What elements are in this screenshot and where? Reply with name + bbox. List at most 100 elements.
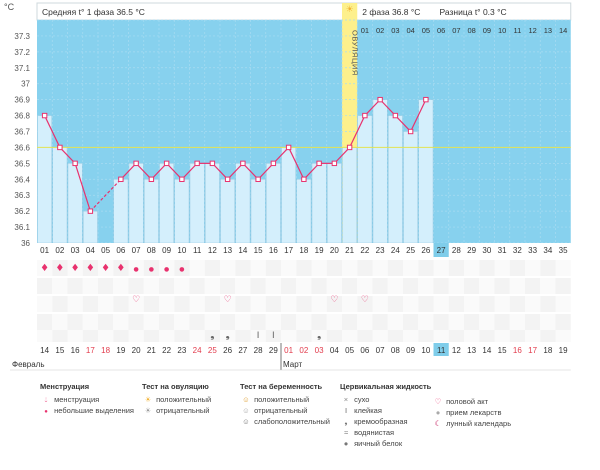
date-label: 28	[254, 346, 263, 355]
y-tick-label: 36.4	[14, 175, 30, 184]
cycle-day-label: 15	[254, 246, 263, 255]
symbol-cell	[281, 296, 297, 312]
temperature-point	[316, 160, 322, 167]
symbol-cell	[82, 278, 98, 294]
symbol-cell	[433, 330, 449, 342]
symbol-cell	[479, 278, 495, 294]
temperature-point	[194, 160, 200, 167]
temperature-diff-label: Разница t° 0.3 °C	[440, 7, 507, 17]
symbol-cell	[143, 314, 159, 330]
y-tick-label: 37.3	[14, 32, 30, 41]
symbol-cell	[448, 260, 464, 276]
temperature-point	[179, 176, 185, 182]
date-label: 08	[391, 346, 400, 355]
phase2-day-label: 14	[559, 26, 567, 35]
symbol-cell	[464, 296, 480, 312]
current-date-highlight	[433, 343, 449, 356]
y-tick-label: 37	[21, 80, 30, 89]
symbol-cell	[143, 260, 159, 276]
temperature-point	[331, 160, 338, 167]
sticky-icon: I	[344, 406, 348, 415]
temperature-bar	[327, 163, 342, 244]
symbol-cell	[189, 330, 205, 342]
symbol-cell	[250, 278, 266, 294]
temperature-point	[87, 208, 94, 214]
symbol-cell	[159, 260, 175, 276]
cycle-day-label: 18	[299, 246, 308, 255]
symbol-cell	[311, 314, 327, 330]
symbol-cell	[540, 278, 556, 294]
symbol-cell	[67, 260, 83, 276]
symbol-cell	[448, 314, 464, 330]
date-label: 20	[132, 346, 141, 355]
date-label: 14	[482, 346, 491, 355]
legend-item: отрицательный	[254, 406, 308, 415]
cycle-day-label: 02	[55, 246, 64, 255]
phase2-day-label: 04	[406, 26, 414, 35]
small-spotting-icon: ●	[149, 266, 154, 273]
legend-item: отрицательный	[156, 406, 210, 415]
symbol-cell	[525, 296, 541, 312]
symbol-cell	[82, 330, 98, 342]
menstruation-icon: ♦	[55, 263, 64, 274]
date-label: 17	[86, 346, 95, 355]
date-label: 19	[116, 346, 125, 355]
cycle-day-label: 24	[391, 246, 400, 255]
month-label: Февраль	[12, 360, 45, 369]
symbol-cell	[281, 314, 297, 330]
temperature-bar	[311, 163, 327, 244]
sticky-mucus-icon: I	[272, 331, 275, 341]
symbol-cell	[52, 330, 68, 342]
cycle-day-label: 26	[421, 246, 430, 255]
symbol-cell	[509, 260, 525, 276]
legend-item: небольшие выделения	[54, 406, 134, 415]
symbol-cell	[342, 278, 358, 294]
cycle-day-label: 20	[330, 246, 339, 255]
symbol-cell	[143, 296, 159, 312]
symbol-cell	[204, 260, 220, 276]
temperature-bar	[342, 147, 357, 244]
symbol-cell	[143, 278, 159, 294]
symbol-cell	[479, 260, 495, 276]
menstruation-icon: ♦	[101, 263, 110, 274]
temperature-line-segment	[349, 115, 366, 148]
phase2-day-label: 13	[544, 26, 552, 35]
cycle-day-label: 17	[284, 246, 293, 255]
symbol-cell	[113, 330, 129, 342]
symbol-cell	[387, 314, 403, 330]
symbol-cell	[220, 278, 236, 294]
date-label: 11	[437, 346, 446, 355]
temperature-chart: ☀ 37.3 37.2 37.1 37 36.9 36.8 36.7 36.6 36.5 36.4 3…	[4, 2, 572, 371]
temperature-bar	[250, 179, 266, 244]
symbol-cell	[37, 314, 53, 330]
symbol-cell	[326, 314, 342, 330]
symbol-cell	[67, 314, 83, 330]
symbol-cell	[189, 314, 205, 330]
symbol-cell	[235, 260, 251, 276]
cycle-day-label: 31	[498, 246, 507, 255]
symbol-cell	[403, 278, 419, 294]
cycle-day-label: 11	[193, 246, 202, 255]
date-label: 17	[528, 346, 537, 355]
legend-item: менструация	[54, 395, 100, 404]
symbol-cell	[250, 260, 266, 276]
symbol-cell	[189, 260, 205, 276]
symbol-cell	[250, 296, 266, 312]
temperature-bar	[281, 147, 296, 244]
date-label: 13	[467, 346, 476, 355]
symbol-cell	[494, 314, 510, 330]
symbol-cell	[220, 314, 236, 330]
symbol-cell	[37, 296, 53, 312]
symbol-cell	[98, 314, 114, 330]
symbol-cell	[113, 296, 129, 312]
phase2-day-label: 08	[467, 26, 475, 35]
symbol-cell	[159, 278, 175, 294]
temperature-point	[423, 96, 429, 103]
symbol-cell	[479, 296, 495, 312]
symbol-cell	[342, 296, 358, 312]
symbol-cell	[265, 278, 281, 294]
symbol-cell	[555, 314, 571, 330]
pill-icon: ●	[435, 408, 441, 417]
symbol-cell	[540, 330, 556, 342]
symbol-cell	[342, 314, 358, 330]
